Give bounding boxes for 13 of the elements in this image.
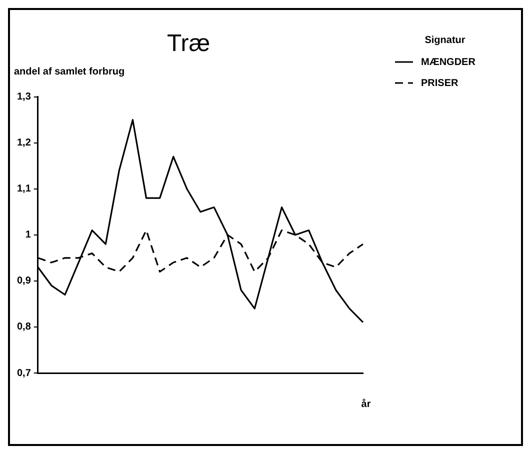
y-tick-label: 1,1 <box>16 184 32 195</box>
y-tick-label: 1,3 <box>16 92 32 103</box>
x-axis-title: år <box>361 398 371 410</box>
y-axis-title: andel af samlet forbrug <box>14 66 125 78</box>
y-tick-label: 1 <box>25 230 32 241</box>
y-tick-label: 0,9 <box>16 276 32 287</box>
legend-label: PRISER <box>421 78 460 89</box>
legend-label: MÆNGDER <box>421 56 476 68</box>
y-tick-label: 1,2 <box>16 138 32 149</box>
y-tick-label: 0,7 <box>16 368 32 379</box>
chart-title: Træ <box>166 30 210 58</box>
y-tick-label: 0,8 <box>16 322 32 333</box>
legend-title: Signatur <box>424 34 466 46</box>
